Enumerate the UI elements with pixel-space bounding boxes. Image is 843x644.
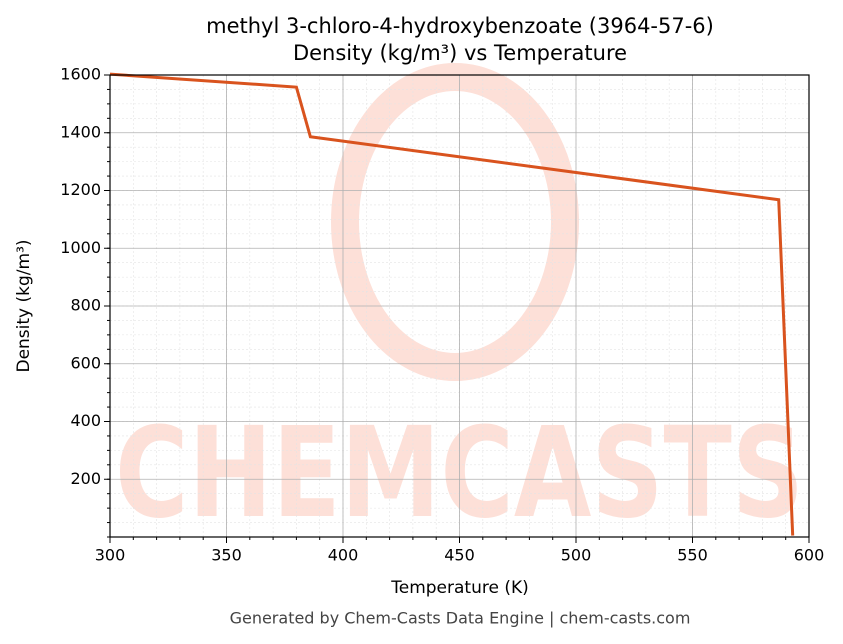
- x-tick-label: 350: [211, 546, 242, 565]
- y-tick-label: 600: [70, 353, 101, 372]
- watermark-logo: [331, 63, 579, 381]
- y-tick-label: 1200: [60, 180, 101, 199]
- chart-subtitle: Density (kg/m³) vs Temperature: [293, 41, 627, 65]
- y-tick-label: 400: [70, 411, 101, 430]
- footer: Generated by Chem-Casts Data Engine | ch…: [230, 609, 691, 628]
- y-tick-label: 1000: [60, 238, 101, 257]
- y-tick-label: 200: [70, 469, 101, 488]
- y-axis-label: Density (kg/m³): [14, 239, 34, 372]
- x-tick-label: 550: [677, 546, 708, 565]
- chart-title: methyl 3-chloro-4-hydroxybenzoate (3964-…: [206, 14, 714, 38]
- x-tick-label: 300: [95, 546, 126, 565]
- x-tick-label: 500: [561, 546, 592, 565]
- x-tick-label: 600: [794, 546, 825, 565]
- data-line: [109, 72, 795, 536]
- x-tick-label: 450: [444, 546, 475, 565]
- y-tick-label: 1400: [60, 122, 101, 141]
- y-tick-label: 800: [70, 296, 101, 315]
- x-tick-label: 400: [328, 546, 359, 565]
- plot-frame: [109, 74, 810, 538]
- y-tick-label: 1600: [60, 65, 101, 84]
- x-axis-label: Temperature (K): [390, 578, 529, 598]
